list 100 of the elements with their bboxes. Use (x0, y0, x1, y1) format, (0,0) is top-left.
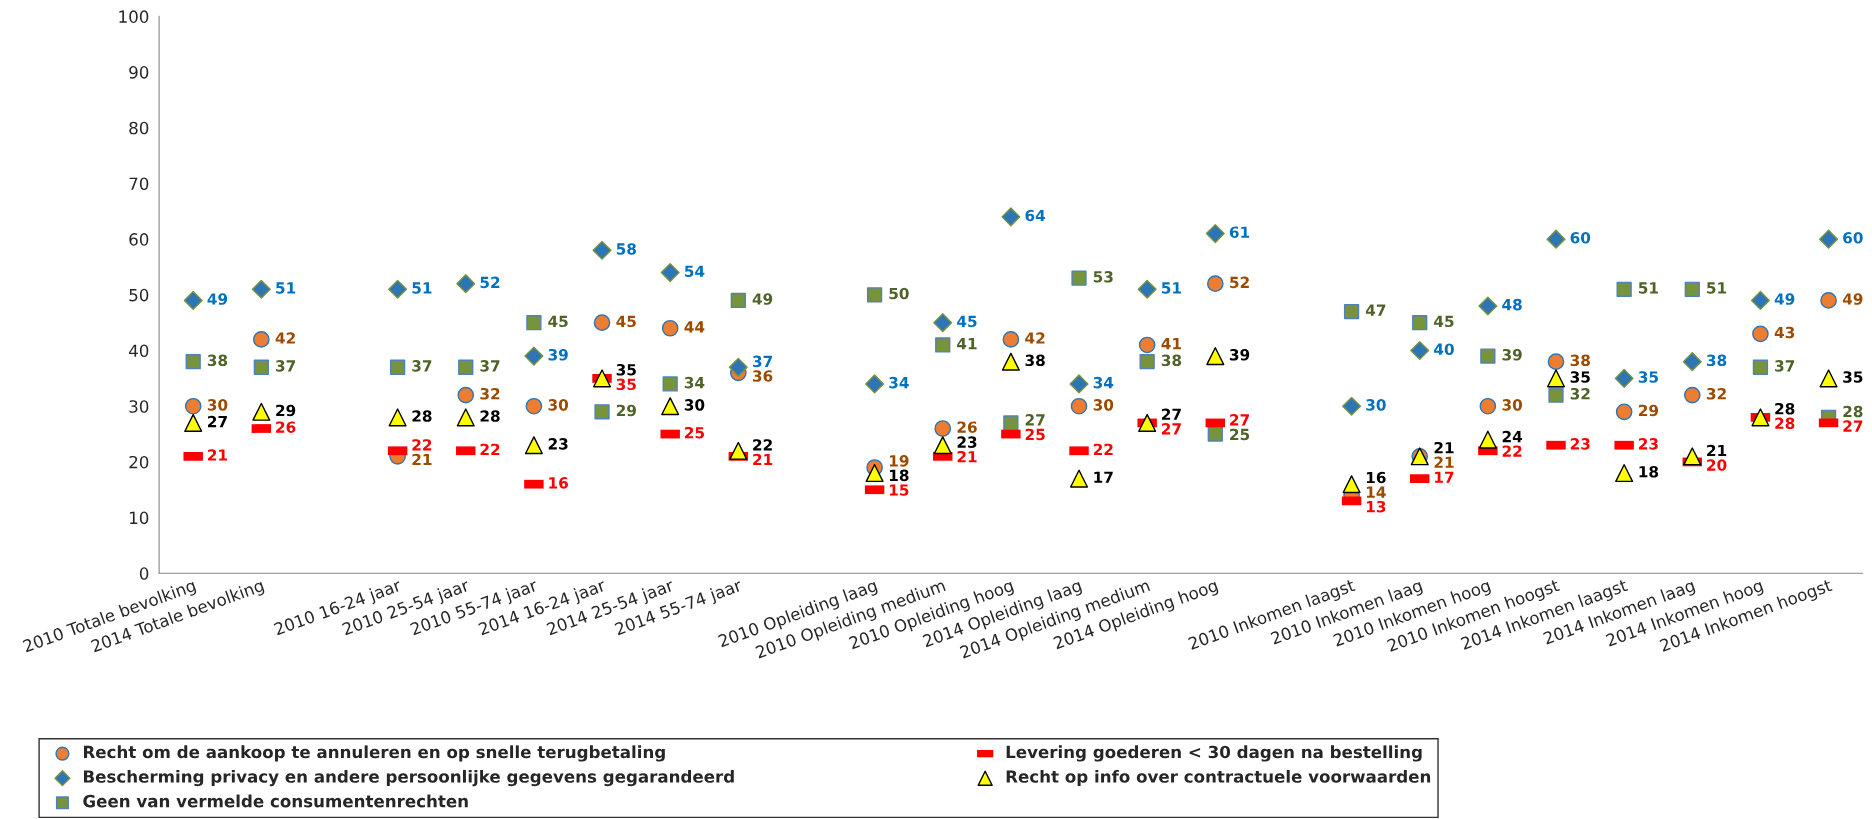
data-label: 28 (1775, 402, 1795, 415)
point (456, 408, 475, 427)
data-label: 23 (957, 436, 977, 448)
data-label: 28 (412, 410, 432, 422)
data-label: 37 (412, 360, 432, 372)
data-label: 27 (1162, 408, 1181, 420)
data-label: 38 (1161, 354, 1182, 367)
data-label: 32 (1570, 387, 1590, 400)
point (866, 287, 883, 303)
data-label: 17 (1435, 471, 1454, 483)
point (661, 319, 679, 337)
data-label: 41 (1161, 338, 1181, 350)
data-label: 52 (480, 276, 500, 289)
data-label: 35 (616, 363, 636, 376)
data-label: 50 (889, 287, 909, 300)
data-label: 32 (1706, 387, 1726, 400)
point (184, 413, 203, 432)
data-label: 51 (412, 282, 432, 294)
data-label: 64 (1025, 209, 1046, 222)
point (1819, 229, 1839, 249)
data-label: 21 (412, 453, 432, 466)
point (1819, 369, 1838, 388)
data-label: 51 (276, 282, 296, 294)
data-label: 22 (753, 439, 772, 451)
point (1410, 340, 1430, 361)
legend-label: Levering goederen < 30 dagen na bestelling (1006, 745, 1422, 762)
data-label: 52 (1230, 276, 1249, 289)
data-label: 25 (1025, 428, 1045, 441)
data-label: 20 (1707, 459, 1727, 471)
point (458, 359, 474, 375)
point (1207, 426, 1223, 442)
y-tick-label: 70 (129, 177, 149, 191)
y-tick-label: 60 (129, 233, 149, 246)
point (1343, 303, 1360, 320)
data-label: 21 (1434, 441, 1454, 454)
point (1546, 369, 1566, 388)
data-label: 49 (207, 293, 228, 305)
point (253, 359, 269, 375)
point (933, 436, 952, 455)
point (1206, 275, 1224, 293)
point (184, 397, 202, 415)
point (388, 279, 408, 299)
data-label: 18 (1639, 465, 1659, 478)
data-label: 48 (1502, 298, 1522, 311)
point (456, 274, 476, 294)
point (1001, 352, 1020, 371)
data-label: 45 (957, 315, 977, 328)
point (1412, 315, 1428, 331)
data-label: 49 (752, 293, 773, 305)
data-label: 27 (1230, 414, 1249, 426)
data-label: 35 (1843, 371, 1863, 383)
point (185, 354, 201, 370)
point (730, 292, 746, 309)
data-label: 29 (616, 404, 636, 417)
data-label: 49 (1774, 293, 1795, 305)
data-label: 29 (276, 404, 296, 417)
data-label: 53 (1093, 271, 1113, 283)
data-label: 32 (480, 387, 500, 400)
point (1614, 368, 1634, 388)
point (1342, 475, 1361, 494)
data-label: 23 (1638, 438, 1658, 450)
data-label: 34 (684, 376, 705, 389)
legend-label: Bescherming privacy en andere persoonlijke gegevens gegarandeerd (83, 769, 734, 787)
data-label: 34 (889, 376, 909, 389)
data-label: 21 (753, 453, 773, 466)
point (661, 397, 680, 416)
point (526, 315, 542, 331)
point (1546, 229, 1566, 249)
data-label: 35 (616, 378, 636, 391)
data-label: 22 (1502, 445, 1522, 457)
legend-label: Recht om de aankoop te annuleren en op snelle terugbetaling (83, 745, 665, 762)
data-label: 28 (1843, 405, 1863, 418)
point (1138, 413, 1157, 432)
data-label: 58 (616, 243, 636, 255)
data-label: 35 (1570, 371, 1590, 383)
data-label: 17 (1094, 471, 1113, 483)
data-label: 30 (1366, 399, 1386, 411)
point (662, 376, 678, 392)
data-label: 51 (1707, 282, 1727, 294)
point (865, 464, 884, 483)
data-label: 30 (1502, 399, 1523, 411)
data-label: 23 (548, 438, 568, 450)
point (1139, 354, 1155, 370)
data-label: 51 (1161, 282, 1181, 294)
point (1002, 331, 1020, 348)
point (1070, 397, 1088, 415)
point (1480, 348, 1496, 364)
point (933, 313, 953, 333)
data-label: 37 (1775, 360, 1795, 372)
data-label: 37 (275, 360, 295, 372)
data-label: 22 (412, 439, 432, 451)
point (1750, 290, 1770, 310)
point (1137, 279, 1157, 299)
data-label: 38 (1706, 354, 1727, 367)
y-tick-label: 80 (129, 121, 149, 135)
data-label: 42 (1025, 332, 1045, 344)
data-label: 30 (684, 399, 705, 411)
data-label: 30 (548, 399, 569, 411)
point (252, 331, 270, 348)
data-label: 51 (1638, 282, 1658, 294)
